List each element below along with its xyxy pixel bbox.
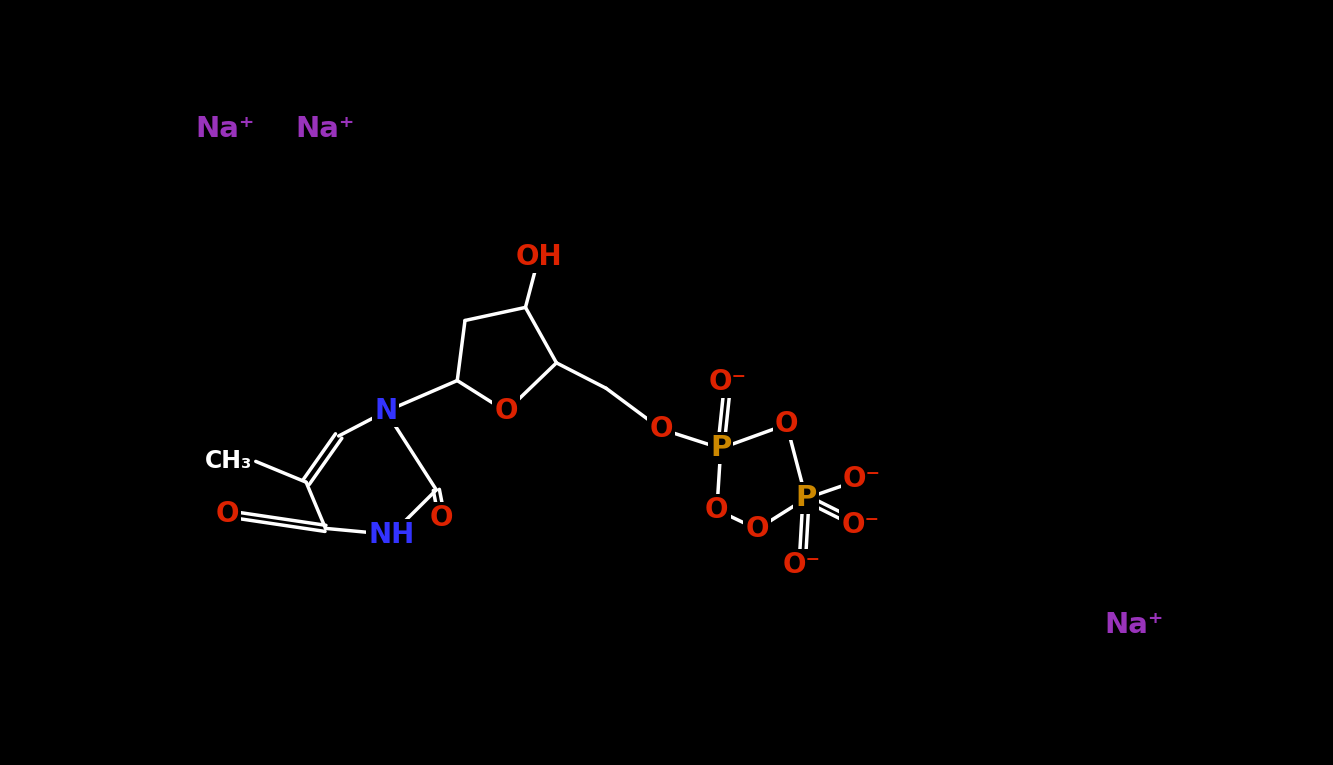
Text: O: O — [649, 415, 673, 443]
Text: O: O — [216, 500, 239, 528]
Text: O⁻: O⁻ — [841, 511, 880, 539]
Text: N: N — [375, 397, 397, 425]
Text: Na⁺: Na⁺ — [1104, 611, 1164, 640]
Text: O⁻: O⁻ — [782, 552, 821, 579]
Text: Na⁺: Na⁺ — [195, 115, 255, 143]
Text: O⁻: O⁻ — [842, 465, 881, 493]
Text: OH: OH — [516, 243, 563, 272]
Text: O: O — [431, 503, 453, 532]
Text: P: P — [710, 435, 732, 462]
Text: O: O — [495, 397, 517, 425]
Text: P: P — [796, 484, 817, 513]
Text: CH₃: CH₃ — [205, 449, 252, 474]
Text: NH: NH — [368, 520, 415, 549]
Text: Na⁺: Na⁺ — [296, 115, 355, 143]
Text: O: O — [745, 515, 769, 543]
Text: O⁻: O⁻ — [709, 368, 746, 396]
Text: O: O — [705, 496, 729, 524]
Text: O: O — [774, 411, 798, 438]
